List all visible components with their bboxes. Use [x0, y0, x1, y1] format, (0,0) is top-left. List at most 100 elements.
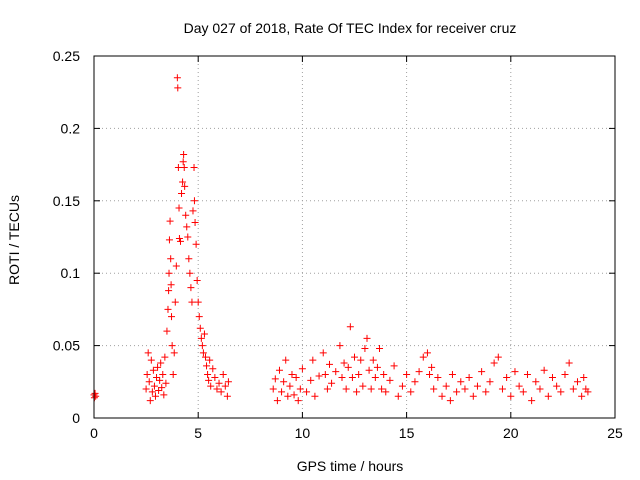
- data-point: [371, 373, 379, 381]
- x-tick-label: 15: [399, 425, 415, 441]
- data-point: [197, 334, 205, 342]
- data-point: [207, 382, 215, 390]
- data-point: [446, 397, 454, 405]
- data-point: [486, 378, 494, 386]
- data-point: [219, 371, 227, 379]
- data-point: [573, 378, 581, 386]
- data-point: [415, 368, 423, 376]
- data-point: [174, 84, 182, 92]
- data-point: [378, 385, 386, 393]
- data-point: [158, 384, 166, 392]
- data-point: [494, 353, 502, 361]
- data-point: [153, 373, 161, 381]
- data-point: [180, 163, 188, 171]
- roti-series: [90, 74, 592, 405]
- data-point: [442, 382, 450, 390]
- data-point: [183, 223, 191, 231]
- data-point: [167, 255, 175, 263]
- data-point: [176, 237, 184, 245]
- data-point: [168, 342, 176, 350]
- data-point: [363, 334, 371, 342]
- data-point: [398, 382, 406, 390]
- data-point: [376, 344, 384, 352]
- data-point: [192, 240, 200, 248]
- plot-frame: [93, 55, 616, 419]
- data-point: [580, 373, 588, 381]
- data-point: [275, 366, 283, 374]
- data-point: [194, 298, 202, 306]
- data-point: [187, 284, 195, 292]
- data-point: [307, 376, 315, 384]
- data-point: [165, 287, 173, 295]
- data-point: [309, 356, 317, 364]
- data-point: [296, 385, 304, 393]
- y-tick-label: 0.1: [61, 265, 81, 281]
- data-point: [382, 388, 390, 396]
- data-point: [367, 385, 375, 393]
- data-point: [323, 385, 331, 393]
- data-point: [498, 385, 506, 393]
- axis-ticks: 0 5 10 15 20 25 0 0.05 0.1 0.15 0.2 0.25: [53, 48, 623, 441]
- data-point: [167, 281, 175, 289]
- data-point: [213, 385, 221, 393]
- data-point: [540, 366, 548, 374]
- data-point: [172, 262, 180, 270]
- x-tick-label: 25: [607, 425, 623, 441]
- data-point: [457, 378, 465, 386]
- data-point: [206, 356, 214, 364]
- data-point: [548, 373, 556, 381]
- data-point: [171, 298, 179, 306]
- x-tick-label: 20: [503, 425, 519, 441]
- data-point: [482, 388, 490, 396]
- y-tick-label: 0.15: [53, 193, 80, 209]
- data-point: [198, 342, 206, 350]
- data-point: [190, 163, 198, 171]
- data-point: [578, 392, 586, 400]
- data-point: [200, 330, 208, 338]
- data-point: [221, 382, 229, 390]
- data-point: [288, 371, 296, 379]
- data-point: [490, 359, 498, 367]
- data-point: [166, 217, 174, 225]
- data-point: [353, 388, 361, 396]
- data-point: [142, 385, 150, 393]
- data-point: [163, 327, 171, 335]
- data-point: [154, 363, 162, 371]
- data-point: [175, 204, 183, 212]
- x-tick-label: 10: [295, 425, 311, 441]
- data-point: [173, 74, 181, 82]
- y-tick-label: 0.25: [53, 48, 80, 64]
- data-point: [423, 349, 431, 357]
- data-point: [164, 305, 172, 313]
- data-point: [175, 234, 183, 242]
- data-point: [147, 356, 155, 364]
- data-point: [290, 391, 298, 399]
- data-point: [182, 211, 190, 219]
- data-point: [473, 382, 481, 390]
- data-point: [426, 371, 434, 379]
- data-point: [196, 324, 204, 332]
- data-point: [179, 178, 187, 186]
- data-point: [319, 349, 327, 357]
- data-point: [169, 371, 177, 379]
- x-axis-label: GPS time / hours: [297, 458, 404, 474]
- data-point: [189, 207, 197, 215]
- data-point: [448, 371, 456, 379]
- data-point: [186, 269, 194, 277]
- data-point: [284, 392, 292, 400]
- data-point: [215, 379, 223, 387]
- data-point: [478, 368, 486, 376]
- data-point: [223, 392, 231, 400]
- data-point: [209, 365, 217, 373]
- data-point: [298, 365, 306, 373]
- data-point: [584, 388, 592, 396]
- data-point: [159, 371, 167, 379]
- data-point: [161, 353, 169, 361]
- data-point: [92, 392, 100, 400]
- data-point: [453, 388, 461, 396]
- data-point: [269, 385, 277, 393]
- data-point: [190, 197, 198, 205]
- data-point: [165, 236, 173, 244]
- data-point: [394, 392, 402, 400]
